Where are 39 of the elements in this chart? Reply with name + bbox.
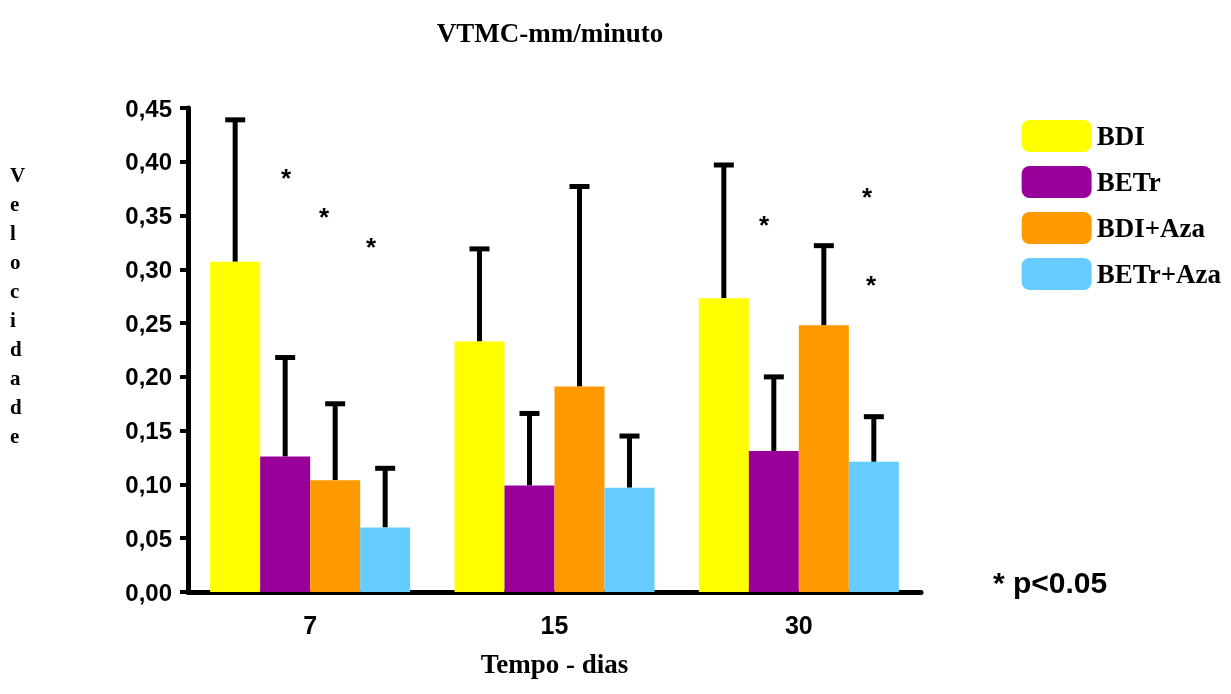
- annotation: *: [759, 210, 770, 240]
- bar: [260, 456, 311, 592]
- bar: [310, 480, 361, 592]
- bar: [604, 487, 655, 592]
- y-tick-label: 0,25: [125, 309, 172, 337]
- x-tick-label: 30: [784, 610, 813, 639]
- bar: [454, 341, 505, 592]
- annotation: *: [862, 182, 873, 212]
- x-tick-label: 15: [540, 610, 569, 639]
- bar: [848, 461, 899, 592]
- y-tick-label: 0,15: [125, 417, 172, 445]
- x-tick-label: 7: [303, 610, 318, 639]
- legend-label: BETr: [1096, 167, 1161, 197]
- bar: [554, 386, 605, 592]
- bar: [210, 261, 261, 592]
- text: Velocidade: [10, 162, 26, 448]
- y-tick-label: 0,05: [125, 524, 172, 552]
- bar: [748, 451, 799, 592]
- bar: [504, 485, 555, 592]
- annotation: *: [319, 202, 330, 232]
- annotation: *: [866, 270, 877, 300]
- y-tick-label: 0,35: [125, 202, 172, 230]
- legend-label: BETr+Aza: [1096, 259, 1222, 289]
- y-tick-label: 0,40: [125, 148, 172, 176]
- bar: [360, 527, 411, 592]
- bar: [698, 298, 749, 592]
- y-tick-label: 0,20: [125, 363, 172, 391]
- y-tick-label: 0,10: [125, 470, 172, 498]
- y-tick-label: 0,45: [125, 94, 172, 122]
- legend-label: BDI: [1096, 121, 1145, 151]
- x-axis-title: Tempo - dias: [480, 648, 629, 679]
- legend-label: BDI+Aza: [1096, 213, 1206, 243]
- annotation: *: [366, 232, 377, 262]
- chart-title: VTMC-mm/minuto: [436, 17, 664, 48]
- annotation: *: [281, 163, 292, 193]
- y-tick-label: 0,00: [125, 578, 172, 606]
- y-tick-label: 0,30: [125, 255, 172, 283]
- bar: [798, 325, 849, 592]
- text: * p<0.05: [993, 565, 1108, 599]
